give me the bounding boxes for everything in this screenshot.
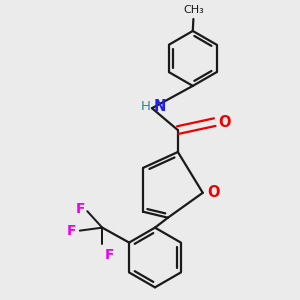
Text: CH₃: CH₃ (183, 5, 204, 15)
Text: O: O (219, 115, 231, 130)
Text: N: N (154, 99, 166, 114)
Text: F: F (67, 224, 76, 238)
Text: H: H (141, 100, 151, 113)
Text: F: F (105, 248, 114, 262)
Text: O: O (207, 185, 220, 200)
Text: F: F (75, 202, 85, 216)
